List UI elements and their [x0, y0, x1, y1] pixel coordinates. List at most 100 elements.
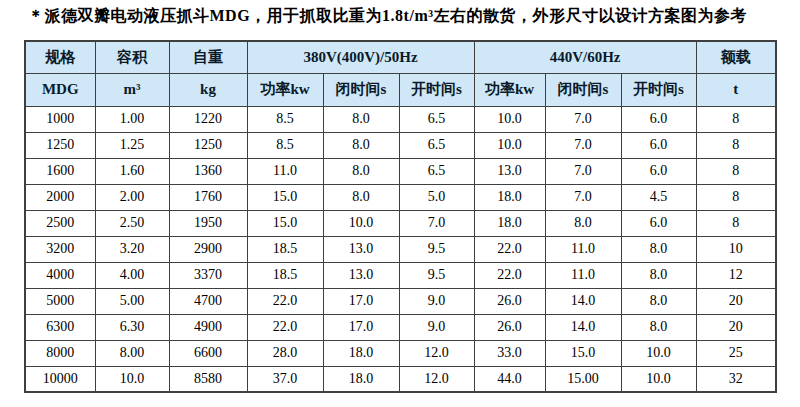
- cell: 9.5: [399, 262, 474, 288]
- cell: 18.0: [474, 184, 545, 210]
- cell: 33.0: [474, 340, 545, 366]
- cell: 8.0: [621, 314, 696, 340]
- cell: 2000: [25, 184, 95, 210]
- cell: 10.0: [474, 132, 545, 158]
- cell: 15.0: [545, 340, 621, 366]
- cell: 18.5: [247, 236, 323, 262]
- table-row: 40004.00337018.513.09.522.011.08.012: [25, 262, 776, 288]
- col-group-440v: 440V/60Hz: [474, 41, 696, 73]
- table-row: 16001.60136011.08.06.513.07.06.08: [25, 158, 776, 184]
- cell: 5000: [25, 288, 95, 314]
- cell: 8: [696, 132, 776, 158]
- cell: 8.0: [323, 158, 399, 184]
- cell: 8: [696, 210, 776, 236]
- cell: 17.0: [323, 288, 399, 314]
- col-group-380v: 380V(400V)/50Hz: [247, 41, 474, 73]
- cell: 7.0: [545, 158, 621, 184]
- cell: 3370: [169, 262, 247, 288]
- cell: 32: [696, 366, 776, 392]
- subheader-open-440: 开时间s: [621, 73, 696, 106]
- table-row: 20002.00176015.08.05.018.07.04.58: [25, 184, 776, 210]
- cell: 6.0: [621, 158, 696, 184]
- table-row: 12501.2512508.58.06.510.07.06.08: [25, 132, 776, 158]
- cell: 5.00: [95, 288, 169, 314]
- cell: 2900: [169, 236, 247, 262]
- cell: 9.5: [399, 236, 474, 262]
- cell: 9.0: [399, 314, 474, 340]
- spec-table: 规格 容积 自重 380V(400V)/50Hz 440V/60Hz 额载 MD…: [24, 40, 777, 393]
- cell: 11.0: [247, 158, 323, 184]
- cell: 14.0: [545, 314, 621, 340]
- cell: 13.0: [474, 158, 545, 184]
- cell: 22.0: [247, 288, 323, 314]
- cell: 8.5: [247, 132, 323, 158]
- cell: 6.0: [621, 210, 696, 236]
- cell: 20: [696, 288, 776, 314]
- cell: 14.0: [545, 288, 621, 314]
- cell: 7.0: [399, 210, 474, 236]
- col-header-load: 额载: [696, 41, 776, 73]
- cell: 8.0: [621, 288, 696, 314]
- cell: 3200: [25, 236, 95, 262]
- cell: 8.0: [323, 132, 399, 158]
- cell: 8.0: [323, 106, 399, 132]
- cell: 6600: [169, 340, 247, 366]
- col-header-volume: 容积: [95, 41, 169, 73]
- table-body: 10001.0012208.58.06.510.07.06.0812501.25…: [25, 106, 776, 392]
- cell: 26.0: [474, 288, 545, 314]
- cell: 2.00: [95, 184, 169, 210]
- cell: 4000: [25, 262, 95, 288]
- cell: 6.5: [399, 132, 474, 158]
- cell: 20: [696, 314, 776, 340]
- cell: 8: [696, 106, 776, 132]
- cell: 37.0: [247, 366, 323, 392]
- cell: 6.0: [621, 132, 696, 158]
- cell: 8.00: [95, 340, 169, 366]
- cell: 10.0: [474, 106, 545, 132]
- subheader-mdg: MDG: [25, 73, 95, 106]
- cell: 8000: [25, 340, 95, 366]
- cell: 7.0: [545, 184, 621, 210]
- cell: 1.60: [95, 158, 169, 184]
- cell: 8580: [169, 366, 247, 392]
- cell: 10.0: [621, 340, 696, 366]
- subheader-power-440: 功率kw: [474, 73, 545, 106]
- cell: 5.0: [399, 184, 474, 210]
- cell: 44.0: [474, 366, 545, 392]
- cell: 1000: [25, 106, 95, 132]
- subheader-close-440: 闭时间s: [545, 73, 621, 106]
- cell: 4700: [169, 288, 247, 314]
- cell: 12.0: [399, 366, 474, 392]
- header-row-groups: 规格 容积 自重 380V(400V)/50Hz 440V/60Hz 额载: [25, 41, 776, 73]
- cell: 2.50: [95, 210, 169, 236]
- cell: 1220: [169, 106, 247, 132]
- cell: 13.0: [323, 262, 399, 288]
- cell: 1.00: [95, 106, 169, 132]
- cell: 25: [696, 340, 776, 366]
- cell: 7.0: [545, 106, 621, 132]
- cell: 12.0: [399, 340, 474, 366]
- cell: 10: [696, 236, 776, 262]
- cell: 18.0: [474, 210, 545, 236]
- cell: 13.0: [323, 236, 399, 262]
- cell: 15.0: [247, 184, 323, 210]
- cell: 1.25: [95, 132, 169, 158]
- cell: 6.5: [399, 158, 474, 184]
- subheader-close-380: 闭时间s: [323, 73, 399, 106]
- cell: 1600: [25, 158, 95, 184]
- table-row: 25002.50195015.010.07.018.08.06.08: [25, 210, 776, 236]
- cell: 3.20: [95, 236, 169, 262]
- cell: 18.0: [323, 366, 399, 392]
- cell: 11.0: [545, 262, 621, 288]
- cell: 1250: [25, 132, 95, 158]
- cell: 6.0: [621, 106, 696, 132]
- cell: 8: [696, 184, 776, 210]
- subheader-open-380: 开时间s: [399, 73, 474, 106]
- cell: 15.0: [247, 210, 323, 236]
- subheader-kg: kg: [169, 73, 247, 106]
- cell: 22.0: [474, 236, 545, 262]
- subheader-m3: m³: [95, 73, 169, 106]
- cell: 8.0: [621, 236, 696, 262]
- table-row: 1000010.0858037.018.012.044.015.0010.032: [25, 366, 776, 392]
- cell: 26.0: [474, 314, 545, 340]
